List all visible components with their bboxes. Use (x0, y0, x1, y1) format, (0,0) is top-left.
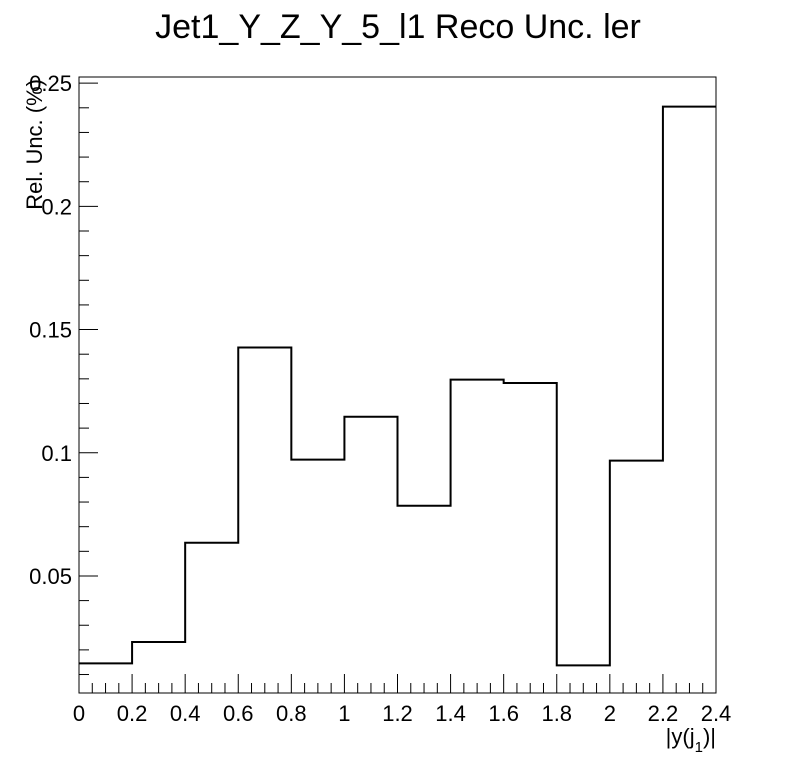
y-tick-label: 0.1 (41, 441, 72, 466)
x-tick-label: 2 (604, 701, 616, 726)
x-tick-label: 1.2 (382, 701, 413, 726)
histogram-bin (79, 663, 132, 693)
chart-title: Jet1_Y_Z_Y_5_l1 Reco Unc. ler (155, 8, 641, 46)
x-tick-label: 0.2 (117, 701, 148, 726)
histogram-series (79, 105, 716, 693)
x-tick-label: 0.6 (223, 701, 254, 726)
histogram-bin (238, 348, 291, 693)
x-tick-label: 1.6 (488, 701, 519, 726)
x-tick-label: 2.4 (701, 701, 732, 726)
x-tick-label: 1 (338, 701, 350, 726)
x-tick-label: 1.8 (541, 701, 572, 726)
histogram-bin (344, 417, 397, 693)
histogram-bin (291, 460, 344, 693)
x-axis: 0 0.2 0.4 0.6 0.8 1 1.2 1.4 1.6 1.8 2 2.2 2.4 (73, 674, 731, 726)
x-tick-label: 1.4 (435, 701, 466, 726)
y-tick-label: 0.2 (41, 194, 72, 219)
y-axis: 0.05 0.1 0.15 0.2 0.25 (29, 71, 98, 676)
y-tick-label: 0.25 (29, 71, 72, 96)
y-axis-label: Rel. Unc. (%) (22, 79, 47, 210)
y-tick-label: 0.05 (29, 564, 72, 589)
x-tick-label: 0.8 (276, 701, 307, 726)
x-tick-label: 0 (73, 701, 85, 726)
histogram-bin (185, 543, 238, 693)
x-tick-label: 2.2 (648, 701, 679, 726)
y-tick-label: 0.15 (29, 318, 72, 343)
histogram-bin (132, 642, 185, 693)
x-tick-label: 0.4 (170, 701, 201, 726)
histogram-bin (398, 506, 451, 693)
histogram-bin (663, 107, 716, 693)
histogram-bin (610, 461, 663, 693)
histogram-bin (504, 383, 557, 693)
histogram-bin (557, 665, 610, 693)
histogram-line (79, 105, 716, 667)
histogram-bin (451, 380, 504, 693)
x-axis-label: |y(j1)| (666, 724, 716, 756)
